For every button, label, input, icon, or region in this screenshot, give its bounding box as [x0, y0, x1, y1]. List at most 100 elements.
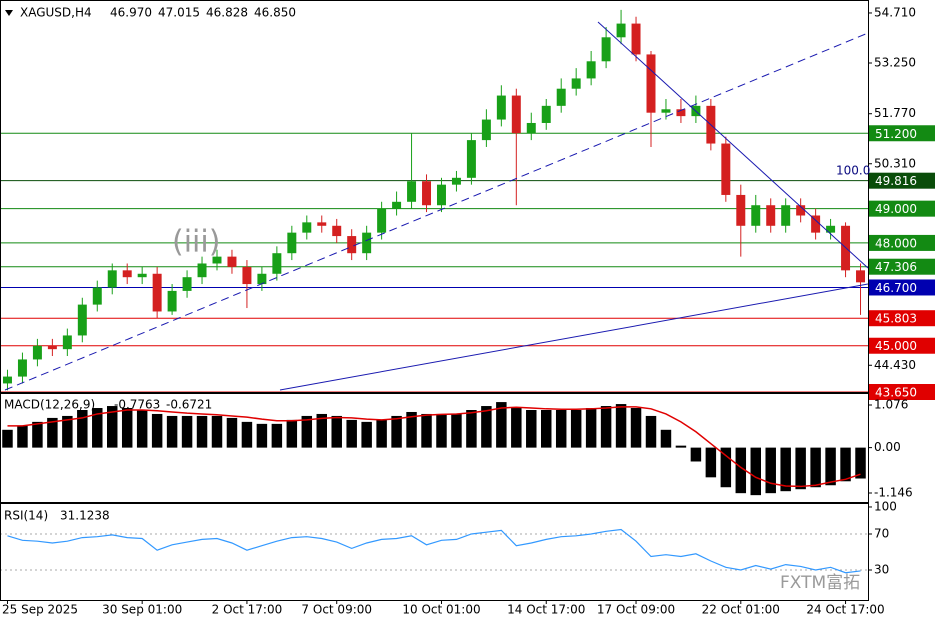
macd-bar: [406, 411, 417, 448]
x-tick-label: 2 Oct 17:00: [212, 603, 283, 617]
macd-bar: [451, 413, 462, 448]
level-tag: [869, 200, 935, 217]
candle-body: [422, 181, 432, 206]
level-label: 45.000: [875, 339, 917, 353]
macd-readout: -0.7763: [114, 398, 160, 412]
candle-body: [526, 122, 536, 134]
macd-bar: [17, 425, 28, 448]
macd-bar: [690, 447, 702, 462]
macd-bar: [166, 415, 178, 448]
macd-bar: [855, 447, 866, 479]
candle-body: [466, 140, 476, 178]
candle-body: [811, 215, 821, 233]
candle-body: [436, 184, 446, 206]
x-tick-label: 7 Oct 09:00: [301, 603, 372, 617]
candle-body: [167, 290, 177, 312]
trendline: [279, 283, 869, 391]
candle-body: [721, 143, 731, 195]
candle-body: [631, 23, 641, 55]
x-tick-label: 14 Oct 17:00: [507, 603, 585, 617]
macd-bar: [181, 415, 193, 448]
candle-body: [496, 95, 506, 120]
macd-bar: [391, 415, 402, 448]
candle-body: [541, 105, 551, 123]
candle-body: [781, 205, 791, 226]
macd-bar: [481, 406, 492, 448]
macd-bar: [615, 404, 627, 448]
candle-body: [347, 236, 357, 254]
candle-body: [751, 205, 761, 226]
signal-line: [7, 406, 861, 488]
main-panel: [0, 0, 869, 393]
macd-title: MACD(12,26,9): [4, 398, 95, 412]
y-tick-label: 53.250: [874, 56, 916, 70]
candle-body: [242, 266, 252, 285]
macd-bar: [107, 406, 118, 448]
macd-bar: [511, 408, 522, 448]
candle-body: [332, 225, 342, 237]
level-label: 45.803: [875, 312, 917, 326]
macd-bar: [121, 408, 133, 448]
quote: 46.850: [254, 6, 296, 20]
quote: 46.970: [110, 6, 152, 20]
macd-bar: [825, 447, 836, 486]
y-tick-label: 54.710: [874, 5, 916, 19]
candle-body: [317, 222, 327, 226]
macd-bar: [2, 429, 13, 448]
candle-body: [826, 225, 836, 233]
candle-body: [571, 78, 581, 89]
candle-body: [661, 109, 671, 113]
rsi-panel: [0, 503, 869, 601]
macd-bar: [301, 415, 313, 448]
x-tick-label: 30 Sep 01:00: [102, 603, 182, 617]
macd-bar: [705, 447, 717, 478]
menu-arrow[interactable]: [5, 10, 13, 16]
candle-body: [586, 61, 596, 79]
macd-bar: [376, 419, 387, 448]
y-tick-label: 50.310: [874, 156, 916, 170]
level-tag: [869, 337, 935, 354]
rsi-readout: 31.1238: [60, 509, 110, 523]
y-tick-label: -1.146: [874, 486, 913, 500]
y-tick-label: 0.00: [874, 440, 901, 454]
candle-body: [77, 304, 87, 336]
macd-bar: [466, 410, 477, 448]
macd-bar: [585, 408, 597, 448]
level-label: 49.816: [875, 174, 917, 188]
macd-readout: -0.6721: [166, 398, 212, 412]
y-tick-label: 70: [874, 526, 889, 540]
candle-body: [646, 54, 656, 113]
level-label: 49.000: [875, 202, 917, 216]
y-tick-label: 1.076: [874, 398, 908, 412]
macd-bar: [196, 415, 208, 448]
x-tick-label: 22 Oct 01:00: [702, 603, 780, 617]
x-tick-label: 17 Oct 09:00: [597, 603, 675, 617]
level-tag: [869, 258, 935, 275]
macd-bar: [630, 408, 642, 448]
macd-bar: [720, 447, 732, 488]
macd-panel: [0, 393, 869, 503]
candle-body: [107, 270, 117, 288]
candle-body: [511, 95, 521, 134]
candle-body: [122, 270, 132, 278]
layers: 54.710 53.250 51.770 50.310 44.430 51.200 49.8…: [0, 5, 935, 617]
rsi-title: RSI(14): [4, 509, 48, 523]
level-tag: [869, 125, 935, 142]
macd-bar: [735, 447, 747, 494]
macd-bar: [241, 421, 253, 448]
macd-bar: [77, 410, 88, 448]
x-tick-label: 10 Oct 01:00: [402, 603, 480, 617]
candle-body: [556, 88, 566, 106]
candle-body: [62, 335, 72, 350]
candle-body: [451, 177, 461, 185]
macd-bar: [62, 415, 73, 448]
candle-body: [766, 205, 776, 226]
level-tag: [869, 384, 935, 400]
macd-bar: [32, 421, 43, 448]
candle-body: [856, 270, 866, 283]
macd-bar: [541, 410, 552, 448]
level-label: 48.000: [875, 236, 917, 250]
macd-bar: [211, 415, 223, 448]
macd-bar: [271, 423, 283, 448]
